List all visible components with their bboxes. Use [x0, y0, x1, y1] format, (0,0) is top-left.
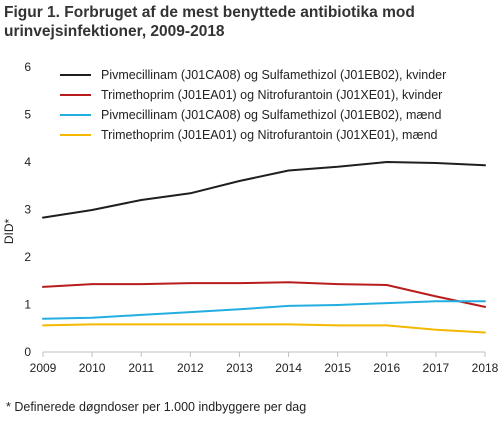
- y-tick-label: 4: [24, 155, 31, 169]
- series-line-3: [42, 300, 486, 320]
- x-tick-label: 2012: [177, 361, 204, 375]
- y-tick-label: 1: [24, 298, 31, 312]
- chart-legend: Pivmecillinam (J01CA08) og Sulfamethizol…: [60, 68, 446, 142]
- y-tick-label: 2: [24, 250, 31, 264]
- legend-label-3: Pivmecillinam (J01CA08) og Sulfamethizol…: [101, 108, 441, 122]
- footnote: * Definerede døgndoser per 1.000 indbygg…: [6, 400, 307, 414]
- y-tick-label: 5: [24, 108, 31, 122]
- x-tick-label: 2014: [275, 361, 302, 375]
- x-tick-label: 2010: [79, 361, 106, 375]
- y-tick-label: 6: [24, 60, 31, 74]
- x-tick-label: 2011: [128, 361, 154, 375]
- x-tick-label: 2018: [472, 361, 499, 375]
- x-tick-label: 2017: [423, 361, 450, 375]
- x-tick-label: 2013: [226, 361, 253, 375]
- legend-label-1: Pivmecillinam (J01CA08) og Sulfamethizol…: [101, 68, 446, 82]
- chart-axes: 0 1 2 3 4 5 6 2009 2010 2011 2012 2013 2014 2015 2016 2…: [2, 60, 499, 375]
- legend-label-2: Trimethoprim (J01EA01) og Nitrofurantoin…: [101, 88, 442, 102]
- x-tick-label: 2015: [324, 361, 351, 375]
- line-chart: 0 1 2 3 4 5 6 2009 2010 2011 2012 2013 2014 2015 2016 2…: [2, 60, 499, 375]
- series-line-4: [42, 323, 486, 334]
- y-axis-label: DID*: [2, 219, 16, 245]
- x-tick-label: 2016: [373, 361, 400, 375]
- series-line-1: [42, 161, 486, 219]
- x-tick-label: 2009: [30, 361, 57, 375]
- chart-title-line-2: urinvejsinfektioner, 2009-2018: [4, 23, 225, 40]
- chart-series-lines: [42, 161, 486, 334]
- series-line-2: [42, 281, 486, 308]
- y-tick-label: 3: [24, 203, 31, 217]
- legend-label-4: Trimethoprim (J01EA01) og Nitrofurantoin…: [101, 128, 438, 142]
- chart-title: Figur 1. Forbruget af de mest benyttede …: [4, 3, 494, 41]
- y-tick-label: 0: [24, 345, 31, 359]
- chart-title-line-1: Figur 1. Forbruget af de mest benyttede …: [4, 4, 415, 21]
